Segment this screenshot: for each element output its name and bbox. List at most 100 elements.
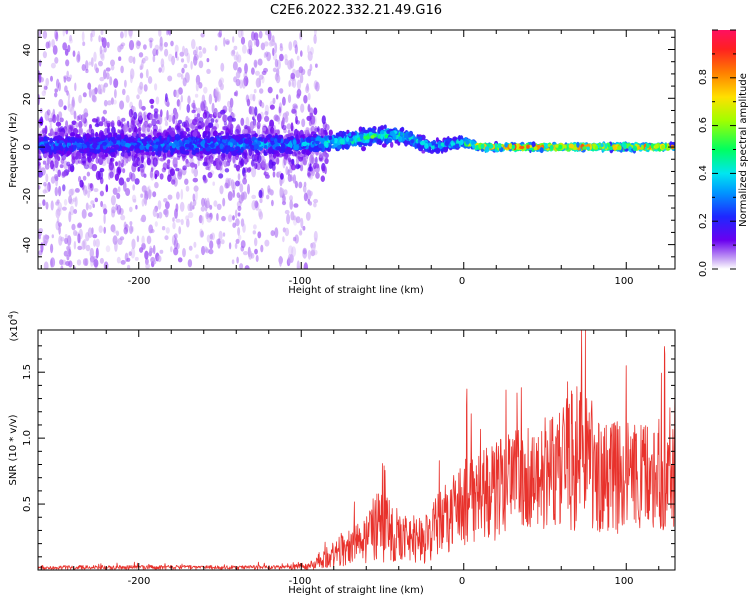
heatmap-cell (230, 179, 235, 190)
heatmap-cell (54, 30, 58, 40)
heatmap-cell (193, 49, 197, 56)
heatmap-cell (178, 100, 182, 111)
heatmap-cell (254, 106, 258, 116)
heatmap-cell (307, 92, 311, 101)
heatmap-cell (235, 135, 241, 142)
heatmap-cell (305, 137, 311, 143)
heatmap-cell (117, 45, 122, 53)
heatmap-cell (216, 203, 222, 210)
heatmap-cell (183, 63, 188, 69)
heatmap-xtick-2: -100 (289, 276, 312, 287)
heatmap-cell (318, 143, 324, 149)
heatmap-cell (109, 76, 113, 86)
heatmap-cell (226, 146, 230, 153)
heatmap-cell (273, 114, 279, 121)
heatmap-cell (116, 204, 122, 215)
heatmap-cell (45, 201, 49, 210)
heatmap-cell (116, 256, 121, 264)
snr-scale-suffix: ) (9, 310, 20, 314)
heatmap-cell (240, 36, 246, 45)
heatmap-cell (171, 234, 177, 246)
heatmap-cell (101, 37, 104, 43)
heatmap-cell (179, 201, 185, 212)
heatmap-cell (307, 103, 311, 113)
heatmap-cell (600, 143, 604, 148)
heatmap-cell (392, 133, 397, 140)
heatmap-cell (233, 45, 238, 51)
heatmap-cell (87, 190, 90, 199)
heatmap-cell (235, 51, 239, 63)
heatmap-cell (193, 55, 198, 66)
heatmap-cell (298, 181, 303, 189)
heatmap-cell (465, 139, 470, 145)
heatmap-cell (150, 228, 155, 234)
heatmap-cell (125, 188, 131, 196)
heatmap-cell (128, 127, 132, 133)
heatmap-cell (103, 208, 108, 215)
heatmap-cell (232, 154, 236, 164)
heatmap-cell (420, 140, 425, 146)
heatmap-cells (38, 30, 675, 269)
heatmap-cell (98, 121, 104, 127)
heatmap-cell (188, 144, 194, 150)
heatmap-cell (55, 31, 59, 42)
heatmap-cell (222, 232, 226, 237)
heatmap-cell (237, 173, 241, 181)
heatmap-cell (63, 150, 67, 154)
heatmap-cell (56, 114, 60, 123)
heatmap-cell (338, 130, 344, 137)
heatmap-cell (223, 120, 227, 126)
heatmap-cell (120, 162, 124, 168)
heatmap-cell (379, 130, 385, 135)
heatmap-cell (50, 257, 56, 268)
heatmap-cell (288, 41, 293, 51)
heatmap-cell (239, 183, 244, 193)
heatmap-cell (71, 96, 75, 108)
heatmap-cell (43, 181, 47, 187)
heatmap-cell (138, 111, 143, 121)
heatmap-cell (238, 156, 243, 165)
heatmap-cell (138, 160, 142, 166)
heatmap-cell (258, 30, 263, 39)
heatmap-cell (94, 197, 99, 203)
heatmap-cell (250, 130, 256, 135)
heatmap-cell (163, 198, 168, 203)
snr-ticks (38, 330, 675, 570)
heatmap-cell (42, 189, 47, 194)
heatmap-cell (315, 172, 320, 179)
heatmap-cell (632, 145, 637, 152)
heatmap-cell (628, 146, 632, 150)
heatmap-cell (399, 127, 404, 132)
heatmap-cell (452, 137, 457, 141)
heatmap-cell (144, 56, 149, 61)
heatmap-cell (55, 121, 62, 127)
heatmap-cell (289, 140, 292, 147)
heatmap-cell (238, 234, 242, 241)
heatmap-cell (117, 238, 123, 245)
heatmap-cell (280, 188, 285, 194)
heatmap-cell (64, 85, 68, 93)
heatmap-cell (90, 257, 94, 267)
heatmap-cell (57, 156, 61, 162)
heatmap-cell (63, 75, 68, 80)
heatmap-cell (129, 138, 135, 143)
heatmap-cell (292, 78, 297, 89)
heatmap-cell (164, 208, 169, 218)
heatmap-cell (609, 146, 614, 151)
snr-scale-label: (x104) (7, 310, 20, 341)
heatmap-cell (251, 194, 257, 200)
heatmap-cell (203, 86, 208, 94)
heatmap-cell (76, 54, 81, 63)
heatmap-cell (105, 245, 111, 253)
heatmap-cell (267, 134, 273, 139)
heatmap-cell (554, 144, 560, 148)
heatmap-cell (289, 174, 293, 182)
heatmap-cell (136, 94, 140, 100)
heatmap-xtick-4: 100 (614, 276, 633, 287)
heatmap-cell (184, 47, 189, 57)
heatmap-cell (107, 134, 112, 138)
heatmap-cell (155, 96, 160, 105)
heatmap-cell (180, 188, 184, 200)
heatmap-cell (169, 168, 175, 177)
heatmap-cell (251, 67, 255, 75)
